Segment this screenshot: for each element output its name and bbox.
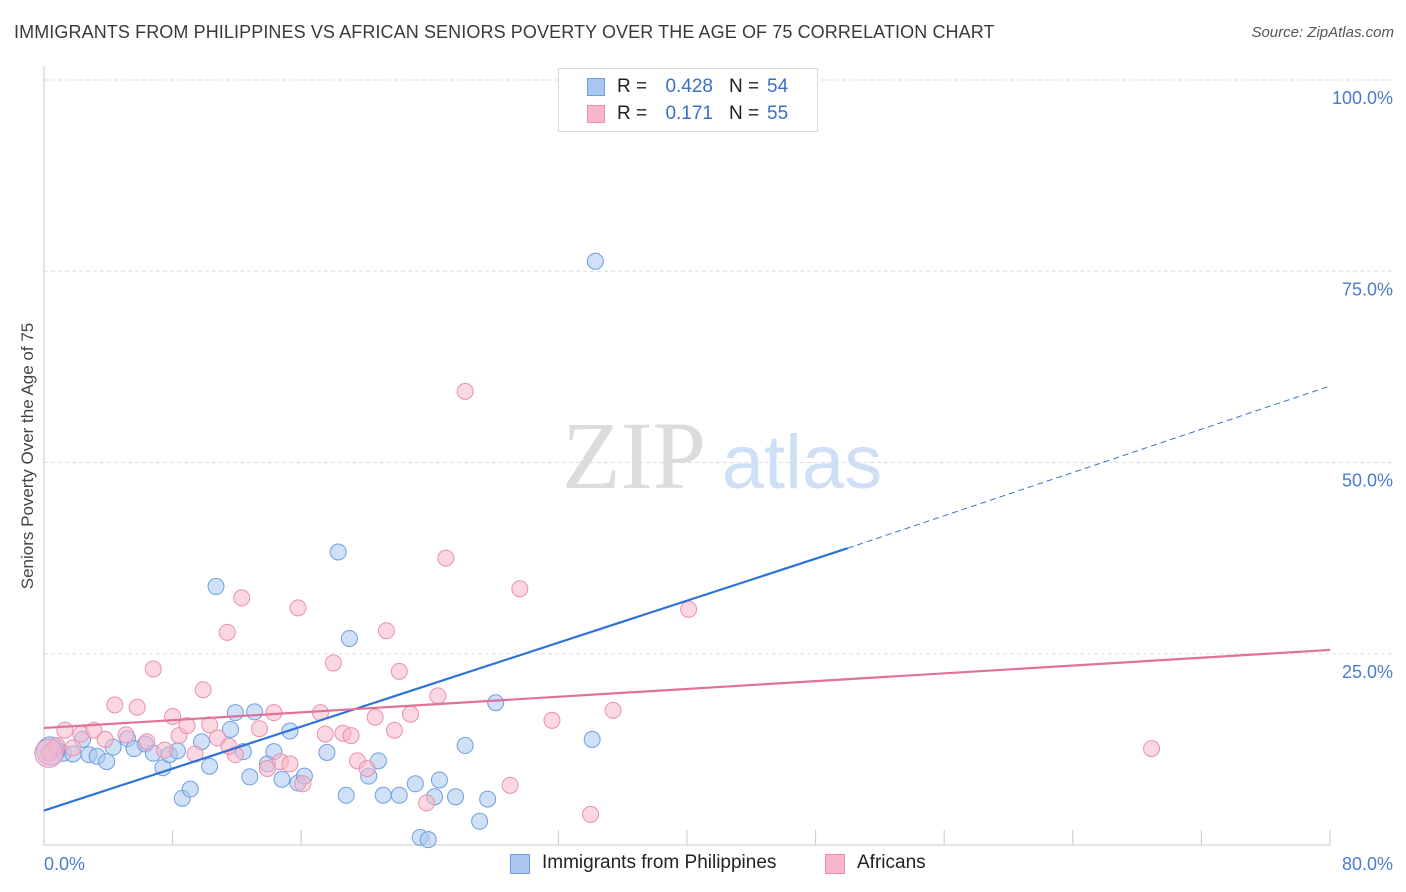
africans-point: [402, 705, 420, 723]
philippines-point: [98, 753, 116, 771]
africans-point: [316, 725, 334, 743]
x-tick-label: 80.0%: [1342, 854, 1393, 874]
watermark: ZIP atlas: [562, 402, 882, 509]
y-tick-label: 25.0%: [1342, 662, 1393, 682]
philippines-trend-line: [43, 547, 849, 812]
philippines-point: [390, 786, 408, 804]
africans-point: [385, 721, 403, 739]
africans-point: [233, 589, 251, 607]
watermark-atlas: atlas: [722, 420, 883, 505]
philippines-point: [226, 704, 244, 722]
philippines-point: [337, 786, 355, 804]
africans-point: [501, 776, 519, 794]
legend-r-value: 0.171: [665, 103, 713, 124]
philippines-trend-line-extension: [847, 385, 1331, 549]
philippines-point: [221, 720, 239, 738]
philippines-point: [340, 629, 358, 647]
africans-point: [437, 549, 455, 567]
legend-swatch-africans: [825, 854, 845, 874]
philippines-point: [406, 775, 424, 793]
philippines-point: [318, 743, 336, 761]
africans-point: [117, 726, 135, 744]
legend-r-label: R =: [617, 103, 648, 124]
y-tick-label: 50.0%: [1342, 471, 1393, 491]
africans-point: [342, 727, 360, 745]
trend-lines: [43, 385, 1331, 812]
legend-label-africans: Africans: [857, 852, 926, 873]
africans-point: [418, 794, 436, 812]
africans-point: [680, 600, 698, 618]
philippines-point: [329, 543, 347, 561]
africans-point: [178, 717, 196, 735]
philippines-point: [430, 771, 448, 789]
legend-n-label: N =: [729, 103, 760, 124]
tick-labels: 25.0% 50.0% 75.0% 100.0% 0.0% 80.0%: [44, 88, 1393, 874]
africans-point: [96, 730, 114, 748]
watermark-zip: ZIP: [562, 402, 706, 509]
philippines-point: [181, 780, 199, 798]
africans-trend-line: [43, 648, 1331, 730]
africans-point: [543, 711, 561, 729]
philippines-point: [201, 757, 219, 775]
philippines-point: [586, 252, 604, 270]
philippines-point: [583, 730, 601, 748]
legend-r-label: R =: [617, 76, 648, 97]
philippines-point: [471, 812, 489, 830]
philippines-point: [419, 831, 437, 849]
africans-point: [164, 707, 182, 725]
legend-label-philippines: Immigrants from Philippines: [542, 852, 777, 873]
africans-point: [358, 760, 376, 777]
axes: [43, 66, 1331, 846]
africans-point: [138, 733, 156, 751]
africans-point: [106, 696, 124, 714]
africans-point: [456, 382, 474, 400]
stats-legend: R = 0.428 N = 54 R = 0.171 N = 55: [558, 68, 818, 132]
chart-title: IMMIGRANTS FROM PHILIPPINES VS AFRICAN S…: [14, 22, 995, 42]
legend-swatch-philippines: [510, 854, 530, 874]
philippines-point: [241, 768, 259, 786]
y-tick-label: 100.0%: [1332, 88, 1393, 108]
africans-point: [218, 623, 236, 641]
africans-point: [1143, 740, 1161, 758]
legend-swatch-africans: [587, 105, 605, 123]
legend-r-value: 0.428: [665, 76, 713, 97]
africans-point: [429, 687, 447, 705]
africans-point: [366, 708, 384, 726]
africans-point: [582, 805, 600, 823]
legend-n-value: 55: [767, 103, 789, 124]
africans-point: [64, 739, 82, 757]
legend-n-value: 54: [767, 76, 789, 97]
africans-point: [144, 660, 162, 678]
africans-point: [390, 662, 408, 680]
africans-point: [56, 721, 74, 739]
africans-point: [294, 775, 312, 793]
africans-point: [511, 580, 529, 598]
x-tick-label: 0.0%: [44, 854, 85, 874]
philippines-point: [374, 786, 392, 804]
africans-point: [289, 599, 307, 617]
africans-point: [156, 741, 174, 759]
africans-point: [194, 681, 212, 699]
africans-point: [281, 755, 299, 773]
africans-point-large: [34, 738, 64, 768]
africans-point: [324, 654, 342, 672]
philippines-point: [447, 788, 465, 806]
philippines-point: [456, 737, 474, 755]
africans-point: [250, 720, 268, 738]
philippines-point: [479, 790, 497, 808]
philippines-point: [207, 577, 225, 595]
africans-point: [377, 622, 395, 640]
philippines-point: [487, 694, 505, 712]
africans-point: [604, 701, 622, 719]
y-tick-label: 75.0%: [1342, 279, 1393, 299]
philippines-point: [246, 703, 264, 721]
africans-point: [220, 737, 238, 755]
source-credit: Source: ZipAtlas.com: [1251, 24, 1394, 41]
legend-swatch-philippines: [587, 78, 605, 96]
gridlines: [44, 79, 1392, 655]
philippines-point: [273, 770, 291, 788]
legend-n-label: N =: [729, 76, 760, 97]
africans-point: [128, 698, 146, 716]
